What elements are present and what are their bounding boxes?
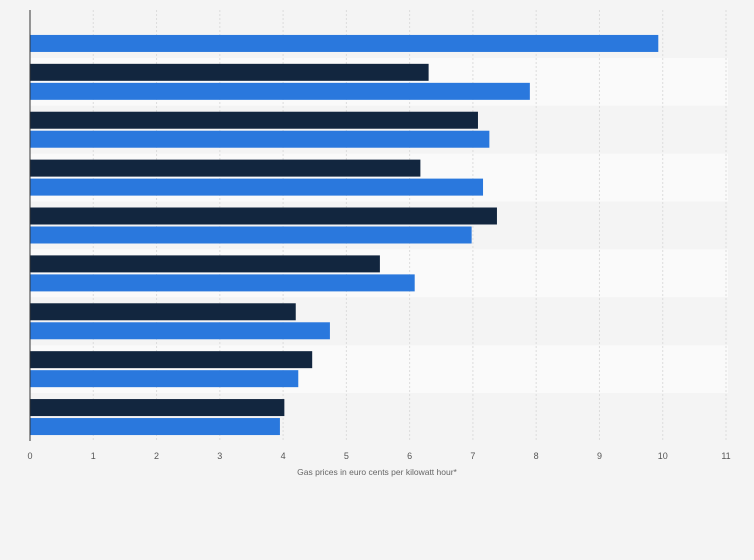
bar [30, 63, 429, 81]
bar [30, 178, 484, 196]
bar [30, 82, 530, 100]
x-axis-label: Gas prices in euro cents per kilowatt ho… [297, 467, 457, 477]
x-tick-label: 4 [281, 451, 286, 461]
bar [30, 322, 330, 340]
x-tick-label: 5 [344, 451, 349, 461]
bar [30, 130, 490, 148]
x-tick-label: 11 [721, 451, 730, 461]
x-tick-label: 1 [91, 451, 96, 461]
x-tick-label: 7 [470, 451, 475, 461]
bar [30, 34, 659, 52]
bar [30, 399, 285, 417]
x-tick-label: 2 [154, 451, 159, 461]
bar [30, 111, 478, 129]
bar [30, 370, 299, 388]
bar [30, 159, 421, 177]
x-tick-label: 3 [217, 451, 222, 461]
bar [30, 418, 280, 436]
bar [30, 351, 313, 369]
x-tick-label: 6 [407, 451, 412, 461]
x-tick-label: 10 [658, 451, 668, 461]
bar [30, 207, 497, 225]
x-tick-label: 8 [534, 451, 539, 461]
x-tick-labels: 0 1 2 3 4 5 6 7 8 9 10 11 [27, 451, 730, 461]
bar [30, 226, 472, 244]
bar [30, 255, 380, 273]
x-tick-label: 0 [27, 451, 32, 461]
x-tick-label: 9 [597, 451, 602, 461]
bar [30, 274, 415, 292]
bars [30, 34, 659, 436]
bar [30, 303, 296, 321]
